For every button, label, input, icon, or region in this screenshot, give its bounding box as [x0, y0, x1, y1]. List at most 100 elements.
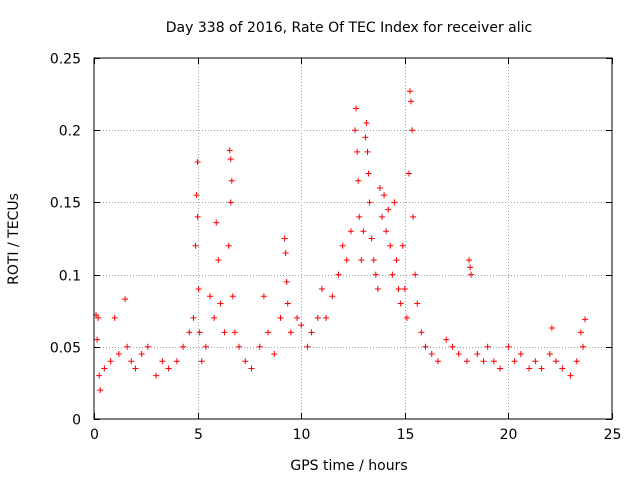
- data-point: [96, 372, 103, 379]
- data-point: [538, 365, 545, 372]
- data-point: [217, 300, 224, 307]
- data-point: [236, 343, 243, 350]
- data-point: [422, 343, 429, 350]
- data-point: [165, 365, 172, 372]
- data-point: [517, 351, 524, 358]
- x-tick-label: 15: [397, 427, 415, 443]
- data-point: [107, 358, 114, 365]
- data-point: [347, 228, 354, 235]
- y-tick-label: 0.25: [50, 52, 81, 68]
- data-point: [474, 351, 481, 358]
- data-point: [497, 365, 504, 372]
- data-point: [376, 184, 383, 191]
- data-point: [548, 325, 555, 332]
- data-point: [490, 358, 497, 365]
- data-point: [582, 316, 589, 323]
- y-tick-labels: 0 0.05 0.1 0.15 0.2 0.25: [50, 52, 81, 429]
- data-point: [193, 192, 200, 199]
- data-point: [364, 148, 371, 155]
- data-point: [323, 314, 330, 321]
- data-point: [480, 358, 487, 365]
- y-tick-label: 0: [72, 413, 81, 429]
- data-point: [467, 264, 474, 271]
- data-point: [406, 88, 413, 95]
- data-point: [329, 293, 336, 300]
- data-points: [93, 88, 589, 394]
- data-point: [391, 199, 398, 206]
- data-point: [434, 358, 441, 365]
- data-point: [463, 358, 470, 365]
- data-point: [228, 177, 235, 184]
- data-point: [559, 365, 566, 372]
- data-point: [229, 293, 236, 300]
- y-tick-label: 0.2: [59, 124, 81, 140]
- data-point: [414, 300, 421, 307]
- data-point: [567, 372, 574, 379]
- y-tick-label: 0.1: [59, 269, 81, 285]
- data-point: [352, 127, 359, 134]
- x-tick-label: 5: [194, 427, 203, 443]
- chart-title: Day 338 of 2016, Rate Of TEC Index for r…: [166, 20, 532, 36]
- data-point: [101, 365, 108, 372]
- data-point: [314, 314, 321, 321]
- data-point: [374, 286, 381, 293]
- data-point: [484, 343, 491, 350]
- data-point: [202, 343, 209, 350]
- data-point: [577, 329, 584, 336]
- data-point: [192, 242, 199, 249]
- data-point: [468, 271, 475, 278]
- x-tick-label: 0: [90, 427, 99, 443]
- data-point: [370, 257, 377, 264]
- data-point: [138, 351, 145, 358]
- data-point: [546, 351, 553, 358]
- data-point: [287, 329, 294, 336]
- data-point: [381, 192, 388, 199]
- data-point: [94, 336, 101, 343]
- x-tick-label: 20: [500, 427, 518, 443]
- data-point: [573, 358, 580, 365]
- data-point: [412, 271, 419, 278]
- data-point: [211, 314, 218, 321]
- data-point: [365, 170, 372, 177]
- data-point: [428, 351, 435, 358]
- data-point: [395, 286, 402, 293]
- y-axis-label: ROTI / TECUs: [6, 193, 22, 285]
- data-point: [256, 343, 263, 350]
- x-tick-label: 25: [604, 427, 622, 443]
- data-point: [282, 249, 289, 256]
- data-point: [283, 278, 290, 285]
- data-point: [226, 147, 233, 154]
- data-point: [403, 314, 410, 321]
- data-point: [408, 98, 415, 105]
- data-point: [294, 314, 301, 321]
- data-point: [248, 365, 255, 372]
- data-point: [409, 127, 416, 134]
- data-point: [242, 358, 249, 365]
- data-point: [144, 343, 151, 350]
- data-point: [372, 271, 379, 278]
- data-point: [385, 206, 392, 213]
- data-point: [260, 293, 267, 300]
- data-point: [304, 343, 311, 350]
- data-point: [532, 358, 539, 365]
- data-point: [195, 286, 202, 293]
- data-point: [363, 119, 370, 126]
- data-point: [225, 242, 232, 249]
- data-point: [387, 242, 394, 249]
- data-point: [356, 213, 363, 220]
- axis-ticks: [94, 58, 613, 420]
- data-point: [207, 293, 214, 300]
- data-point: [393, 257, 400, 264]
- data-point: [466, 257, 473, 264]
- data-point: [124, 343, 131, 350]
- data-point: [505, 343, 512, 350]
- data-point: [358, 257, 365, 264]
- data-point: [308, 329, 315, 336]
- data-point: [231, 329, 238, 336]
- data-point: [227, 199, 234, 206]
- data-point: [449, 343, 456, 350]
- data-point: [526, 365, 533, 372]
- data-point: [213, 219, 220, 226]
- data-point: [277, 314, 284, 321]
- data-point: [281, 235, 288, 242]
